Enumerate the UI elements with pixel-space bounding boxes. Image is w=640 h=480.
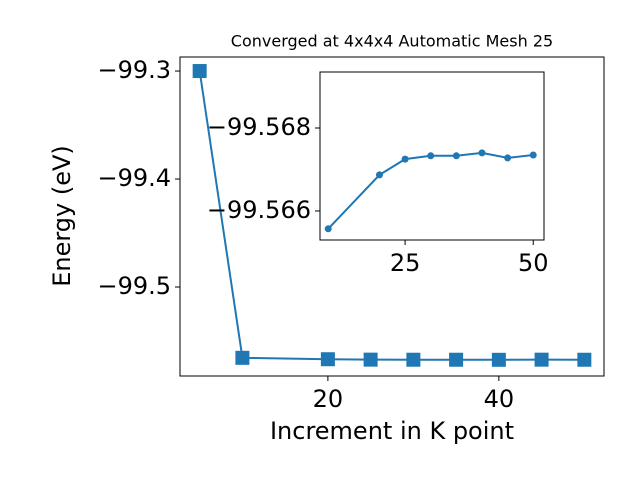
y-tick-label: −99.568 bbox=[207, 113, 311, 141]
data-point bbox=[427, 152, 435, 160]
data-point bbox=[529, 151, 537, 159]
data-point bbox=[401, 155, 409, 163]
y-tick-label: −99.566 bbox=[207, 196, 311, 224]
data-point bbox=[363, 352, 378, 367]
data-point bbox=[375, 171, 383, 179]
data-point bbox=[320, 352, 335, 367]
y-tick-label: −99.3 bbox=[97, 56, 171, 84]
y-axis-label: Energy (eV) bbox=[48, 145, 76, 287]
data-point bbox=[478, 149, 486, 157]
data-point bbox=[504, 154, 512, 162]
data-point bbox=[324, 225, 332, 233]
data-point bbox=[577, 352, 592, 367]
y-tick-label: −99.4 bbox=[97, 164, 171, 192]
x-axis-label: Increment in K point bbox=[270, 417, 514, 445]
x-tick-label: 50 bbox=[518, 249, 549, 277]
data-line bbox=[327, 151, 534, 230]
data-point bbox=[406, 352, 421, 367]
data-point bbox=[192, 64, 207, 79]
x-tick-label: 25 bbox=[390, 249, 421, 277]
y-tick-label: −99.5 bbox=[97, 272, 171, 300]
x-tick-label: 20 bbox=[313, 385, 344, 413]
data-point bbox=[449, 352, 464, 367]
chart-title: Converged at 4x4x4 Automatic Mesh 25 bbox=[231, 32, 553, 51]
data-point bbox=[452, 152, 460, 160]
data-point bbox=[491, 352, 506, 367]
x-tick-label: 40 bbox=[484, 385, 515, 413]
data-point bbox=[534, 352, 549, 367]
data-point bbox=[235, 350, 250, 365]
